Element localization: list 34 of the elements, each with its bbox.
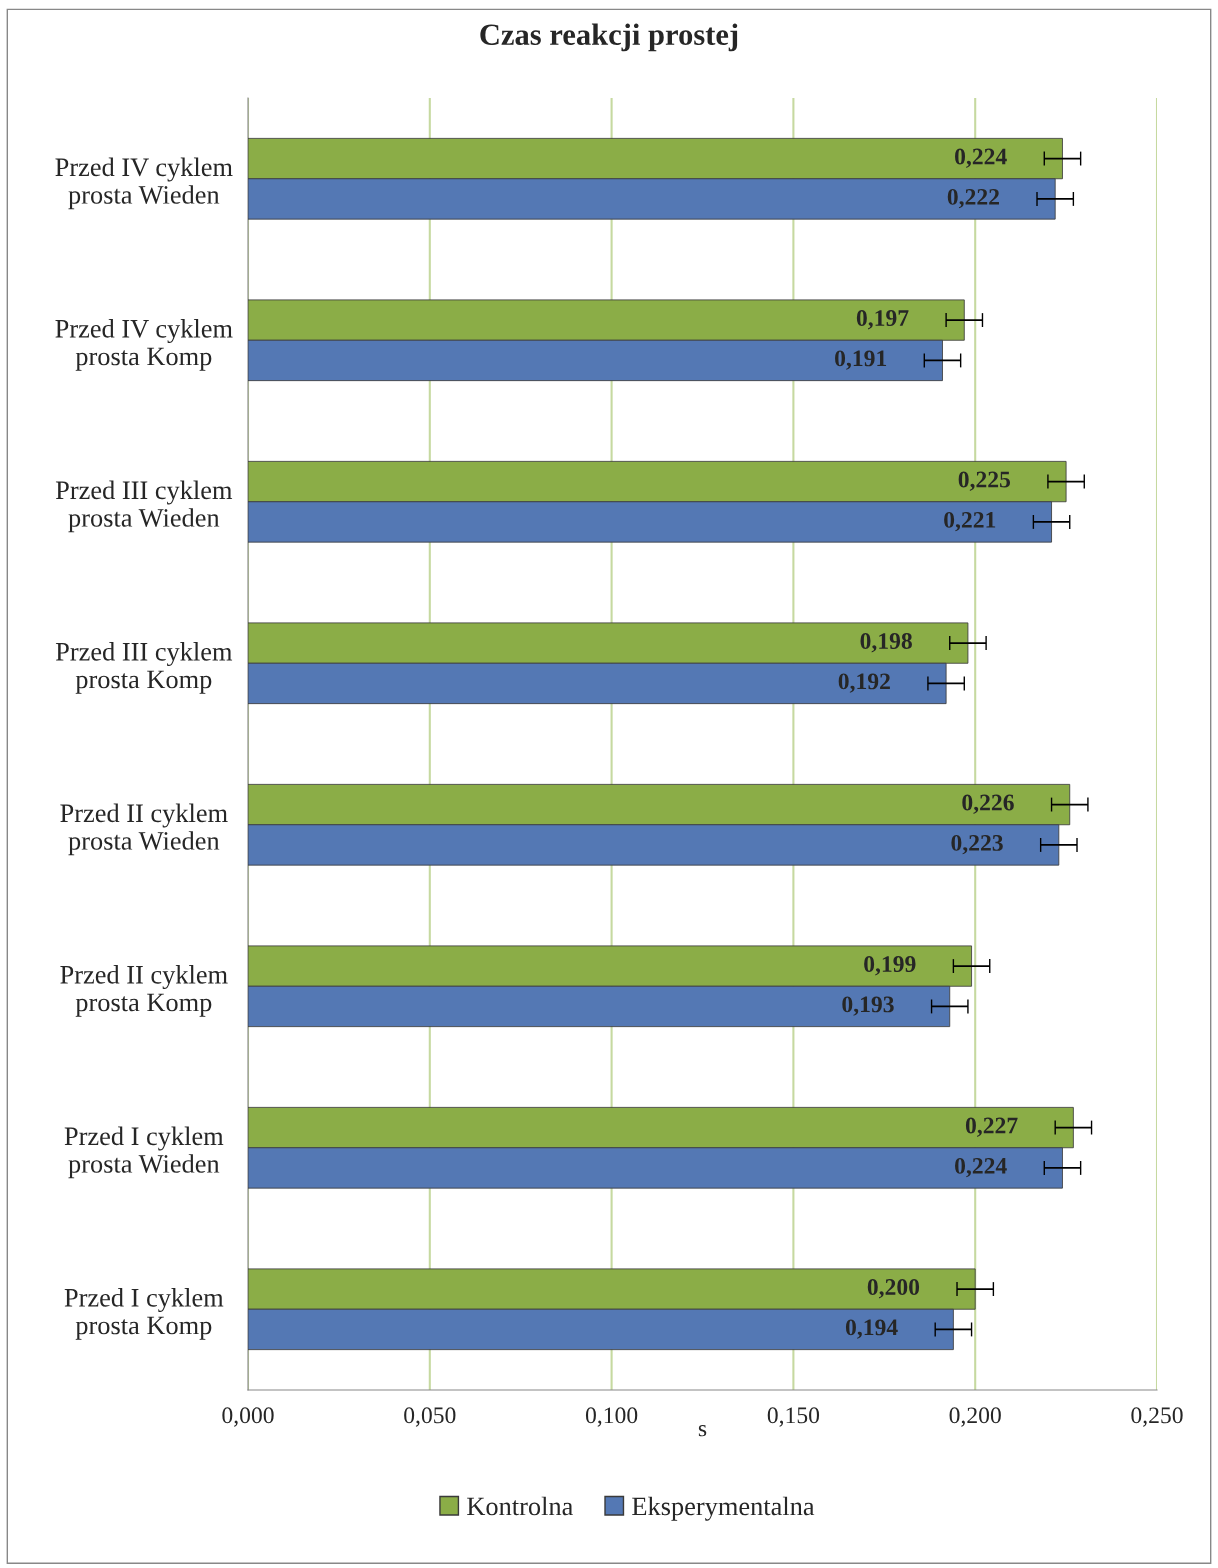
y-tick-label: Przed I cyklem prosta Komp — [64, 1288, 224, 1340]
data-label: 0,221 — [944, 511, 996, 532]
legend-label: Kontrolna — [467, 1496, 573, 1516]
y-tick-label: Przed IV cyklem prosta Wieden — [55, 157, 233, 210]
x-axis-title: s — [698, 1425, 707, 1437]
data-label: 0,224 — [955, 1157, 1007, 1178]
data-label: 0,199 — [864, 956, 916, 976]
y-tick-label: Przed II cyklem prosta Komp — [60, 965, 228, 1017]
y-tick-label: Przed III cyklem prosta Wieden — [55, 480, 233, 533]
legend-label: Eksperymentalna — [632, 1496, 815, 1521]
data-label: 0,193 — [842, 996, 894, 1016]
data-label: 0,224 — [955, 148, 1007, 168]
x-tick-label: 0,250 — [1131, 1407, 1183, 1427]
x-tick-label: 0,150 — [767, 1407, 820, 1427]
data-label: 0,223 — [951, 834, 1003, 855]
x-tick-label: 0,200 — [949, 1407, 1001, 1427]
data-label: 0,226 — [962, 794, 1014, 814]
x-tick-label: 0,050 — [404, 1407, 456, 1427]
data-label: 0,225 — [958, 471, 1011, 491]
data-label: 0,192 — [838, 673, 890, 693]
y-tick-label: Przed I cyklem prosta Wieden — [64, 1126, 224, 1179]
data-label: 0,200 — [867, 1279, 920, 1299]
y-tick-label: Przed IV cyklem prosta Komp — [55, 319, 233, 371]
y-tick-label: Przed II cyklem prosta Wieden — [60, 803, 228, 856]
x-tick-label: 0,000 — [222, 1407, 274, 1427]
y-tick-label: Przed III cyklem prosta Komp — [55, 642, 233, 694]
data-label: 0,222 — [947, 188, 999, 209]
data-label: 0,227 — [965, 1117, 1018, 1137]
data-label: 0,194 — [845, 1319, 898, 1339]
x-tick-label: 0,100 — [585, 1407, 638, 1427]
data-label: 0,191 — [835, 350, 887, 370]
data-label: 0,198 — [860, 633, 912, 653]
data-label: 0,197 — [856, 310, 909, 330]
chart-title: Czas reakcji prostej — [480, 23, 738, 52]
